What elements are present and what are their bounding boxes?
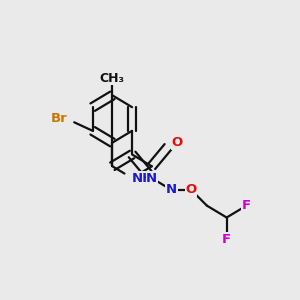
Text: O: O <box>172 136 183 149</box>
Text: Br: Br <box>50 112 67 125</box>
Text: NH: NH <box>132 172 154 184</box>
Text: O: O <box>186 183 197 196</box>
Text: N: N <box>166 183 177 196</box>
Text: N: N <box>146 172 157 184</box>
Text: CH₃: CH₃ <box>100 72 125 85</box>
Text: F: F <box>222 233 231 246</box>
Text: F: F <box>242 199 251 212</box>
